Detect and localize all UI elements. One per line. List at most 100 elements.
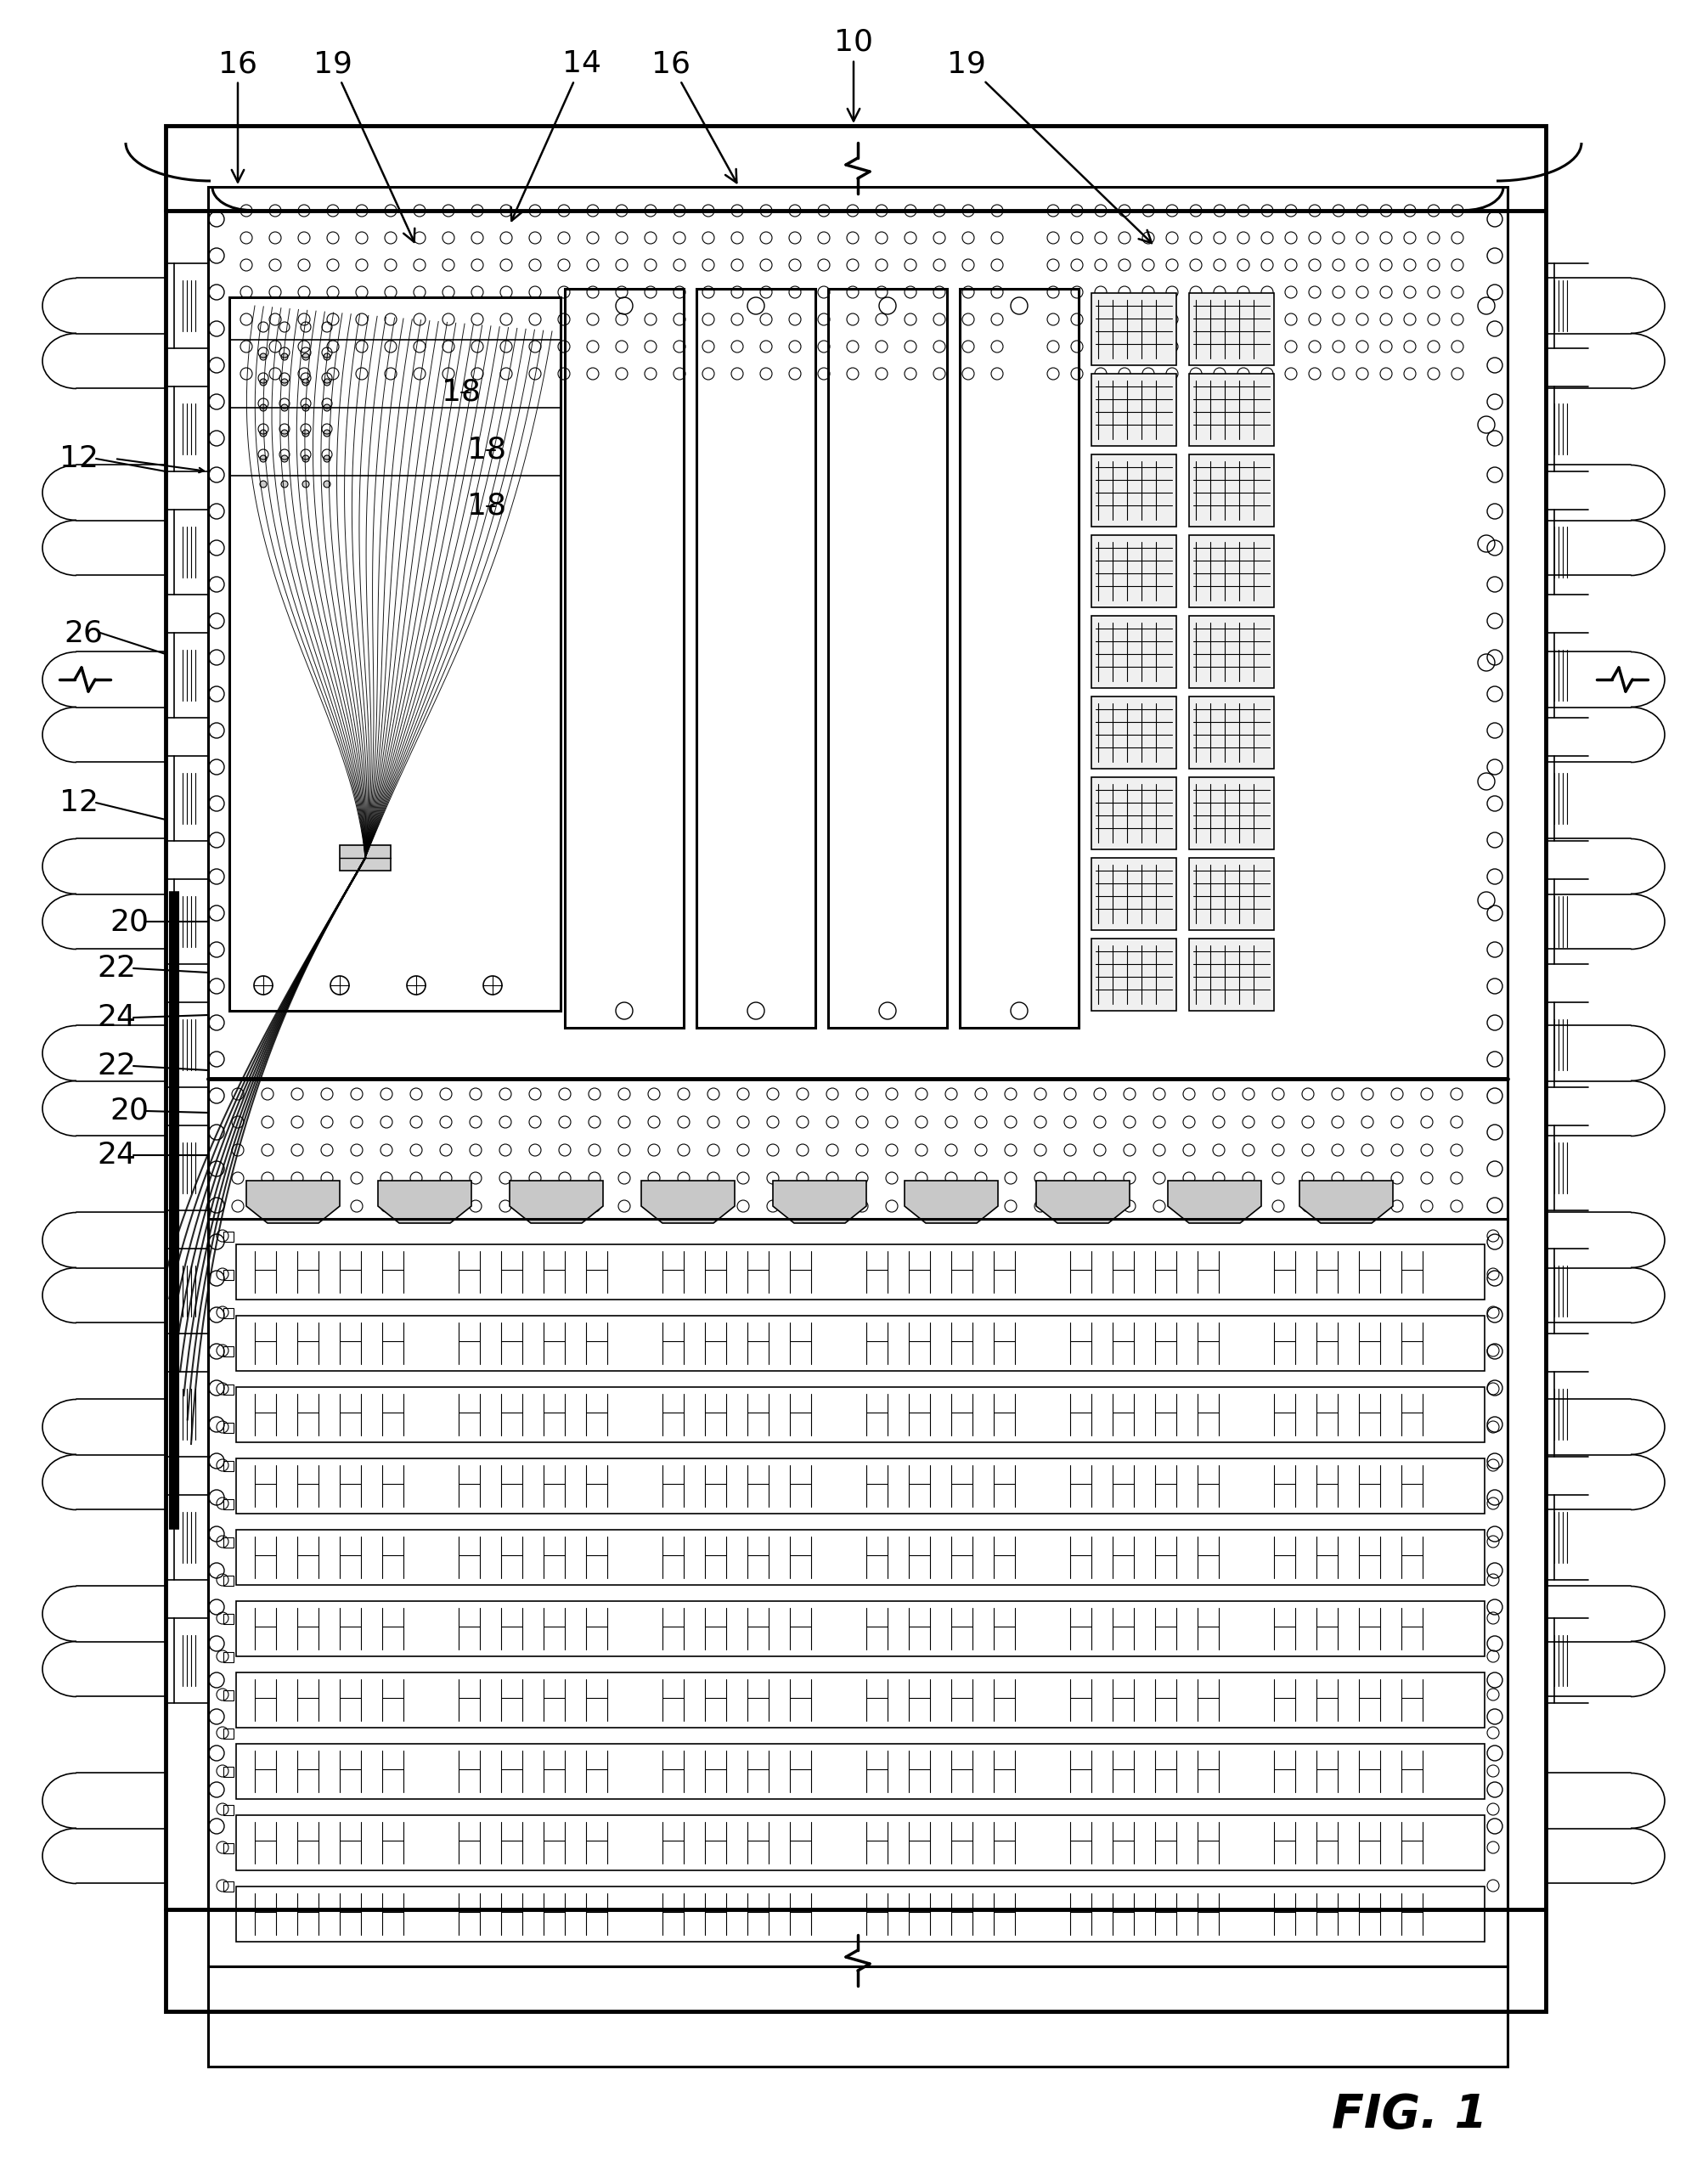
Bar bbox=[224, 1460, 234, 1471]
Bar bbox=[697, 289, 815, 1028]
Text: 26: 26 bbox=[63, 618, 102, 648]
Circle shape bbox=[302, 482, 309, 488]
Circle shape bbox=[282, 456, 289, 462]
Bar bbox=[224, 1346, 234, 1356]
Bar bbox=[236, 1244, 1484, 1300]
Circle shape bbox=[282, 430, 289, 436]
Bar bbox=[1091, 616, 1177, 689]
Bar bbox=[224, 1309, 234, 1318]
Bar bbox=[1189, 536, 1274, 607]
Polygon shape bbox=[1168, 1182, 1261, 1223]
Circle shape bbox=[323, 378, 330, 387]
Circle shape bbox=[282, 378, 289, 387]
Bar bbox=[166, 125, 1546, 2011]
Text: 19: 19 bbox=[946, 50, 1151, 244]
Text: 12: 12 bbox=[60, 445, 99, 473]
Text: 10: 10 bbox=[834, 28, 873, 121]
Bar bbox=[1091, 374, 1177, 445]
Bar bbox=[1091, 454, 1177, 527]
Circle shape bbox=[282, 354, 289, 361]
Bar bbox=[224, 1538, 234, 1547]
Polygon shape bbox=[246, 1182, 340, 1223]
Text: 18: 18 bbox=[442, 378, 480, 406]
Circle shape bbox=[302, 354, 309, 361]
Polygon shape bbox=[905, 1182, 997, 1223]
Bar bbox=[236, 1743, 1484, 1799]
Bar bbox=[960, 289, 1079, 1028]
Circle shape bbox=[323, 430, 330, 436]
Bar bbox=[224, 1881, 234, 1892]
Bar bbox=[1189, 696, 1274, 769]
Bar bbox=[1189, 858, 1274, 931]
Bar bbox=[1091, 536, 1177, 607]
Bar bbox=[224, 1385, 234, 1395]
Bar bbox=[208, 1966, 1508, 2067]
Bar bbox=[236, 1814, 1484, 1871]
Circle shape bbox=[282, 404, 289, 410]
Bar bbox=[208, 1078, 1508, 1218]
Bar bbox=[236, 1529, 1484, 1585]
Bar bbox=[236, 1886, 1484, 1942]
Bar bbox=[208, 188, 1508, 1078]
Circle shape bbox=[282, 482, 289, 488]
Circle shape bbox=[323, 456, 330, 462]
Bar bbox=[1189, 454, 1274, 527]
Text: 24: 24 bbox=[97, 1002, 137, 1032]
Circle shape bbox=[260, 354, 266, 361]
Bar bbox=[224, 1270, 234, 1281]
Polygon shape bbox=[774, 1182, 866, 1223]
Text: 22: 22 bbox=[97, 1052, 137, 1080]
Text: 18: 18 bbox=[466, 492, 506, 521]
Text: 18: 18 bbox=[466, 436, 506, 464]
Text: 16: 16 bbox=[651, 50, 736, 184]
Bar bbox=[236, 1315, 1484, 1372]
Bar bbox=[236, 1387, 1484, 1443]
Text: 22: 22 bbox=[97, 955, 137, 983]
Bar bbox=[224, 1652, 234, 1663]
Bar bbox=[1189, 294, 1274, 365]
Text: FIG. 1: FIG. 1 bbox=[1332, 2093, 1488, 2138]
Text: 16: 16 bbox=[219, 50, 258, 181]
Text: 20: 20 bbox=[109, 1097, 149, 1125]
Circle shape bbox=[323, 354, 330, 361]
Bar bbox=[1091, 940, 1177, 1011]
Circle shape bbox=[260, 404, 266, 410]
Circle shape bbox=[302, 404, 309, 410]
Bar bbox=[828, 289, 946, 1028]
Bar bbox=[224, 1767, 234, 1778]
Circle shape bbox=[302, 456, 309, 462]
Text: 19: 19 bbox=[314, 50, 415, 242]
Circle shape bbox=[323, 482, 330, 488]
Polygon shape bbox=[1037, 1182, 1129, 1223]
Circle shape bbox=[260, 430, 266, 436]
Circle shape bbox=[302, 378, 309, 387]
Bar bbox=[1091, 778, 1177, 849]
Polygon shape bbox=[640, 1182, 734, 1223]
Bar bbox=[236, 1601, 1484, 1657]
Bar bbox=[224, 1614, 234, 1624]
Bar bbox=[224, 1423, 234, 1432]
Bar bbox=[1091, 858, 1177, 931]
Bar bbox=[1189, 374, 1274, 445]
Bar bbox=[565, 289, 683, 1028]
Bar bbox=[1091, 294, 1177, 365]
Bar bbox=[208, 1218, 1508, 1966]
Bar bbox=[224, 1842, 234, 1853]
Text: 12: 12 bbox=[60, 788, 99, 816]
Polygon shape bbox=[1300, 1182, 1394, 1223]
Polygon shape bbox=[377, 1182, 471, 1223]
Bar bbox=[1189, 778, 1274, 849]
Text: 14: 14 bbox=[511, 50, 601, 220]
Bar bbox=[1189, 616, 1274, 689]
Bar bbox=[224, 1728, 234, 1739]
Bar bbox=[1091, 696, 1177, 769]
Circle shape bbox=[260, 482, 266, 488]
Bar bbox=[224, 1499, 234, 1510]
Bar bbox=[236, 1672, 1484, 1728]
Bar bbox=[224, 1575, 234, 1585]
Text: 24: 24 bbox=[97, 1140, 137, 1169]
Text: 20: 20 bbox=[109, 907, 149, 935]
Circle shape bbox=[323, 404, 330, 410]
Polygon shape bbox=[509, 1182, 603, 1223]
Bar bbox=[229, 298, 560, 1011]
